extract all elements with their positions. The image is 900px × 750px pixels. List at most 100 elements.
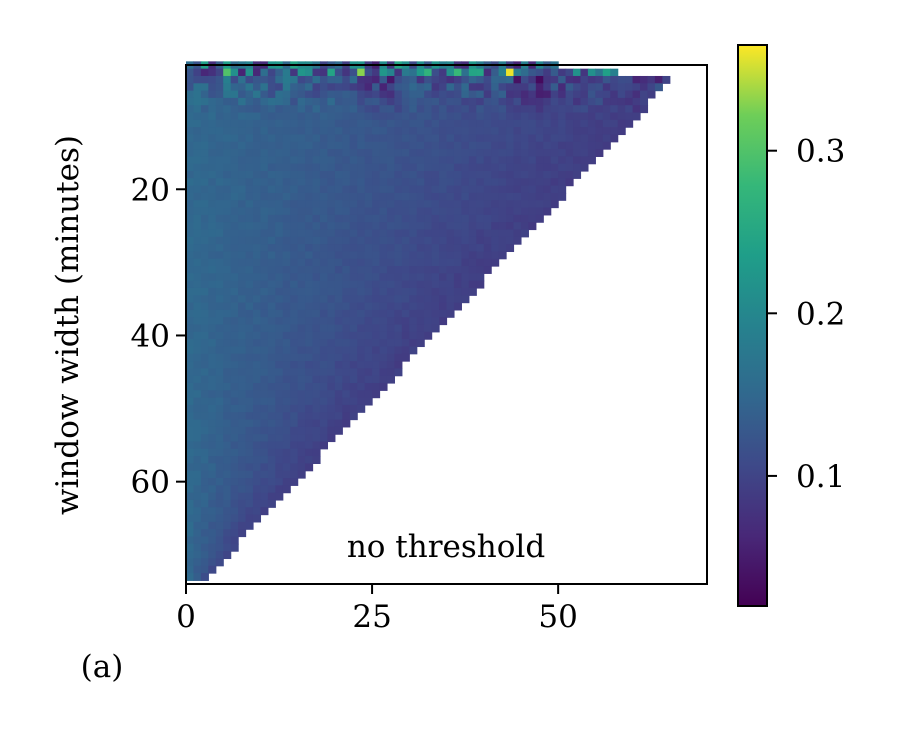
heatmap-cell: [602, 105, 611, 114]
heatmap-cell: [550, 156, 559, 165]
heatmap-cell: [275, 90, 284, 99]
heatmap-cell: [372, 68, 381, 77]
heatmap-cell: [476, 244, 485, 253]
heatmap-cell: [349, 251, 358, 260]
heatmap-cell: [208, 324, 217, 333]
heatmap-cell: [208, 258, 217, 267]
heatmap-cell: [327, 163, 336, 172]
heatmap-cell: [334, 287, 343, 296]
heatmap-cell: [446, 156, 455, 165]
heatmap-cell: [215, 178, 224, 187]
heatmap-cell: [409, 346, 418, 355]
heatmap-cell: [200, 434, 209, 443]
heatmap-cell: [372, 309, 381, 318]
heatmap-cell: [215, 171, 224, 179]
heatmap-cell: [305, 368, 314, 377]
heatmap-cell: [580, 119, 589, 128]
heatmap-cell: [334, 75, 343, 84]
heatmap-cell: [267, 127, 276, 136]
heatmap-cell: [215, 302, 224, 311]
heatmap-cell: [238, 280, 247, 289]
heatmap-cell: [349, 236, 358, 245]
heatmap-cell: [476, 83, 485, 92]
heatmap-cell: [193, 178, 202, 187]
heatmap-cell: [215, 404, 224, 413]
heatmap-cell: [238, 456, 247, 464]
heatmap-cell: [245, 368, 254, 377]
heatmap-cell: [386, 251, 395, 260]
heatmap-cell: [200, 105, 209, 114]
heatmap-cell: [416, 200, 425, 209]
heatmap-cell: [230, 244, 239, 253]
heatmap-cell: [200, 382, 209, 391]
heatmap-cell: [453, 280, 462, 289]
heatmap-cell: [476, 222, 485, 231]
heatmap-cell: [386, 309, 395, 318]
heatmap-cell: [535, 119, 544, 128]
heatmap-cell: [252, 229, 262, 238]
heatmap-cell: [282, 346, 291, 355]
heatmap-cell: [342, 192, 351, 201]
heatmap-cell: [349, 68, 358, 77]
heatmap-cell: [230, 404, 239, 413]
heatmap-cell: [334, 112, 343, 121]
heatmap-cell: [290, 412, 299, 421]
heatmap-cell: [394, 141, 403, 150]
heatmap-cell: [267, 171, 276, 179]
heatmap-cell: [468, 75, 477, 84]
heatmap-cell: [424, 200, 433, 209]
heatmap-cell: [334, 266, 343, 274]
heatmap-cell: [186, 185, 195, 194]
heatmap-cell: [461, 207, 470, 216]
heatmap-cell: [267, 134, 276, 143]
heatmap-cell: [431, 207, 440, 216]
heatmap-cell: [409, 75, 418, 84]
heatmap-cell: [327, 244, 336, 253]
heatmap-cell: [200, 83, 209, 92]
heatmap-cell: [319, 382, 329, 391]
heatmap-cell: [282, 361, 291, 369]
heatmap-cell: [223, 492, 232, 501]
heatmap-cell: [342, 90, 351, 99]
heatmap-cell: [372, 134, 381, 143]
heatmap-cell: [223, 426, 232, 435]
heatmap-cell: [312, 244, 321, 253]
heatmap-cell: [312, 192, 321, 201]
heatmap-cell: [372, 127, 381, 136]
heatmap-cell: [215, 280, 224, 289]
heatmap-cell: [297, 361, 306, 369]
heatmap-cell: [327, 236, 336, 245]
heatmap-cell: [357, 266, 366, 274]
heatmap-cell: [282, 317, 291, 326]
heatmap-cell: [275, 156, 284, 165]
heatmap-cell: [468, 236, 477, 245]
heatmap-cell: [461, 105, 470, 114]
heatmap-cell: [238, 156, 247, 165]
heatmap-cell: [372, 244, 381, 253]
heatmap-cell: [439, 68, 448, 77]
threshold-annotation: no threshold: [347, 529, 545, 565]
heatmap-cell: [379, 273, 388, 282]
heatmap-cell: [558, 156, 567, 165]
heatmap-cell: [491, 171, 500, 179]
heatmap-cell: [416, 185, 425, 194]
heatmap-cell: [342, 419, 351, 428]
heatmap-cell: [446, 134, 455, 143]
heatmap-cell: [193, 127, 202, 136]
heatmap-cell: [439, 251, 448, 260]
heatmap-cell: [260, 448, 269, 457]
heatmap-cell: [186, 390, 195, 399]
heatmap-cell: [290, 280, 299, 289]
heatmap-cell: [200, 346, 209, 355]
heatmap-cell: [305, 463, 314, 472]
heatmap-cell: [327, 368, 336, 377]
heatmap-cell: [290, 83, 299, 92]
heatmap-cell: [334, 214, 343, 223]
heatmap-cell: [491, 127, 500, 136]
heatmap-cell: [260, 163, 269, 172]
heatmap-cell: [215, 441, 224, 450]
heatmap-cell: [297, 83, 306, 92]
heatmap-cell: [372, 258, 381, 267]
heatmap-cell: [327, 251, 336, 260]
heatmap-cell: [364, 302, 373, 311]
